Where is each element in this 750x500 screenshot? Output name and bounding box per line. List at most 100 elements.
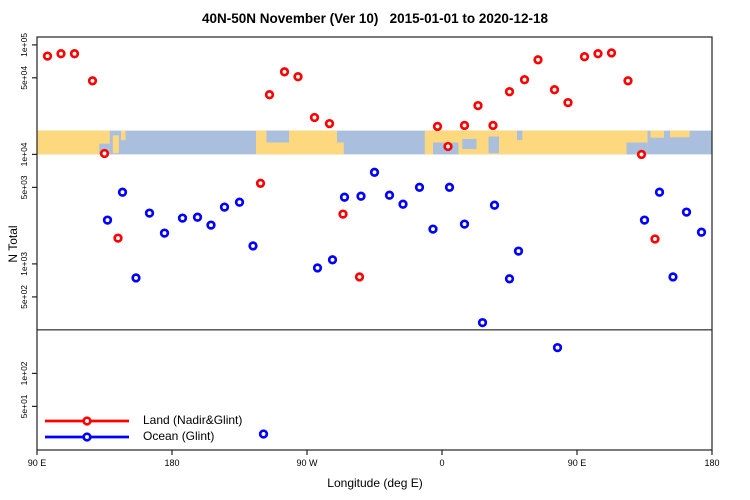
map-band-sea-inlet — [266, 130, 289, 143]
map-band-land — [424, 130, 648, 155]
ocean-data-point — [102, 215, 113, 225]
ocean-data-point — [206, 220, 216, 230]
plot-border — [36, 36, 713, 451]
land-data-point — [338, 209, 348, 219]
ocean-data-point — [219, 202, 230, 212]
land-data-point — [113, 233, 123, 243]
ocean-data-point — [327, 255, 338, 265]
ocean-marker-icon — [44, 430, 130, 442]
legend-item-land: Land (Nadir&Glint) — [44, 412, 242, 428]
land-data-point — [563, 97, 573, 108]
ocean-data-point — [459, 219, 470, 229]
land-data-point — [504, 87, 515, 97]
land-series — [42, 48, 660, 282]
ocean-data-point — [428, 224, 438, 234]
map-band-island — [670, 130, 690, 138]
land-data-point — [549, 85, 560, 95]
y-tick-label: 1e+05 — [19, 33, 29, 57]
ocean-data-point — [248, 241, 258, 251]
y-tick-label: 5e+02 — [19, 285, 29, 309]
map-band-island — [289, 130, 295, 138]
legend-marker-svg — [45, 416, 129, 426]
land-data-point — [606, 48, 617, 58]
land-data-point — [293, 72, 303, 82]
ocean-data-point — [159, 228, 170, 238]
land-data-point — [69, 49, 80, 59]
chart-title: 40N-50N November (Ver 10) 2015-01-01 to … — [202, 11, 548, 26]
ocean-data-point — [192, 212, 203, 222]
land-data-point — [593, 49, 603, 59]
ocean-data-point — [312, 263, 323, 273]
x-tick-label: 180 — [704, 458, 719, 468]
ocean-data-point — [414, 182, 425, 192]
ocean-data-point — [513, 246, 524, 256]
land-data-point — [324, 118, 335, 129]
ocean-data-point — [477, 317, 488, 328]
y-tick-label: 5e+03 — [19, 175, 29, 199]
land-data-point — [255, 178, 266, 188]
map-band — [37, 130, 712, 155]
land-data-point — [459, 120, 470, 131]
land-data-point — [636, 149, 647, 160]
ocean-data-point — [444, 182, 455, 192]
x-tick-label: 90 E — [568, 458, 587, 468]
ocean-series — [102, 167, 707, 439]
map-band-island — [337, 142, 344, 155]
ocean-data-point — [131, 273, 141, 283]
map-band-island — [112, 135, 119, 154]
map-band-sea-inlet — [462, 138, 477, 150]
ocean-data-point — [234, 197, 245, 207]
ocean-data-point — [369, 167, 380, 177]
ocean-data-point — [258, 429, 269, 439]
land-data-point — [533, 55, 543, 65]
y-tick-label: 1e+03 — [19, 252, 29, 276]
land-data-point — [87, 76, 98, 86]
ocean-data-point — [489, 200, 500, 210]
land-data-point — [309, 112, 320, 123]
y-tick-label: 5e+01 — [19, 394, 29, 418]
ocean-data-point — [696, 227, 707, 237]
map-band-island — [650, 130, 664, 138]
y-tick-label: 1e+04 — [19, 142, 29, 166]
legend: Land (Nadir&Glint) Ocean (Glint) — [44, 412, 242, 444]
x-tick-label: 90 W — [296, 458, 318, 468]
map-band-sea-inlet — [626, 142, 648, 155]
ocean-data-point — [144, 208, 155, 218]
ocean-data-point — [668, 272, 678, 282]
x-tick-label: 180 — [164, 458, 179, 468]
land-data-point — [443, 141, 453, 152]
x-axis-label: Longitude (deg E) — [327, 476, 423, 490]
ocean-data-point — [117, 187, 128, 197]
ocean-data-point — [177, 213, 188, 223]
y-axis-ticks: 1e+05 5e+04 1e+04 5e+03 1e+03 5e+02 1e+02 5e+01 — [19, 33, 37, 418]
ocean-data-point — [398, 199, 408, 209]
land-data-point — [488, 120, 498, 131]
legend-marker-svg — [45, 432, 129, 442]
land-data-point — [354, 272, 365, 282]
land-data-point — [56, 49, 66, 59]
legend-label-land: Land (Nadir&Glint) — [143, 413, 243, 427]
ocean-data-point — [639, 215, 650, 225]
land-data-point — [650, 234, 660, 244]
x-tick-label: 0 — [439, 458, 444, 468]
ocean-data-point — [552, 342, 563, 353]
ocean-data-point — [504, 274, 515, 284]
land-data-point — [279, 67, 290, 77]
land-data-point — [473, 100, 483, 111]
x-axis-ticks: 90 E 180 90 W 0 90 E 180 — [28, 450, 720, 468]
ocean-data-point — [356, 191, 366, 201]
x-tick-label: 90 E — [28, 458, 47, 468]
ocean-data-point — [654, 187, 665, 197]
land-data-point — [432, 121, 443, 132]
map-band-sea-inlet — [488, 136, 499, 154]
land-marker-icon — [44, 414, 130, 426]
land-data-point — [519, 75, 530, 85]
y-tick-label: 1e+02 — [19, 361, 29, 385]
land-data-point — [99, 148, 110, 159]
map-band-island — [121, 130, 126, 141]
ocean-data-point — [681, 207, 692, 217]
land-data-point — [264, 90, 275, 100]
